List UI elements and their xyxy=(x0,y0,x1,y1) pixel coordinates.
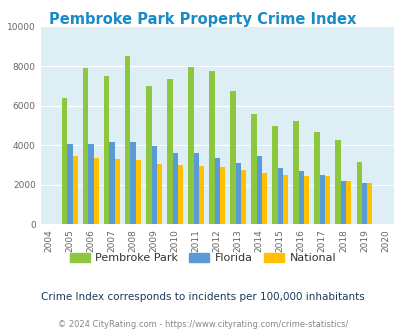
Bar xyxy=(146,86,151,224)
Text: Crime Index corresponds to incidents per 100,000 inhabitants: Crime Index corresponds to incidents per… xyxy=(41,292,364,302)
Bar xyxy=(335,140,340,224)
Bar xyxy=(272,126,277,224)
Bar xyxy=(188,67,193,224)
Bar xyxy=(151,146,156,224)
Bar xyxy=(361,183,366,224)
Legend: Pembroke Park, Florida, National: Pembroke Park, Florida, National xyxy=(65,248,340,268)
Bar xyxy=(62,98,67,224)
Bar xyxy=(83,68,88,224)
Bar xyxy=(345,181,350,224)
Bar xyxy=(198,166,204,224)
Bar xyxy=(293,121,298,224)
Bar xyxy=(219,167,224,224)
Bar xyxy=(298,171,303,224)
Bar xyxy=(261,173,266,224)
Bar xyxy=(125,56,130,224)
Text: Pembroke Park Property Crime Index: Pembroke Park Property Crime Index xyxy=(49,12,356,26)
Bar xyxy=(366,183,371,224)
Bar xyxy=(109,142,115,224)
Bar xyxy=(240,170,245,224)
Bar xyxy=(340,181,345,224)
Bar xyxy=(88,144,94,224)
Bar xyxy=(104,76,109,224)
Bar xyxy=(214,158,219,224)
Bar xyxy=(156,164,162,224)
Bar xyxy=(251,114,256,224)
Text: © 2024 CityRating.com - https://www.cityrating.com/crime-statistics/: © 2024 CityRating.com - https://www.city… xyxy=(58,320,347,329)
Bar xyxy=(230,91,235,224)
Bar xyxy=(115,159,119,224)
Bar xyxy=(209,71,214,224)
Bar xyxy=(193,153,198,224)
Bar xyxy=(177,165,183,224)
Bar xyxy=(277,168,282,224)
Bar xyxy=(172,153,177,224)
Bar xyxy=(356,162,361,224)
Bar xyxy=(319,175,324,224)
Bar xyxy=(282,175,288,224)
Bar xyxy=(256,156,261,224)
Bar xyxy=(67,144,72,224)
Bar xyxy=(314,132,319,224)
Bar xyxy=(303,176,309,224)
Bar xyxy=(235,163,240,224)
Bar xyxy=(324,176,329,224)
Bar xyxy=(130,142,135,224)
Bar xyxy=(167,79,172,224)
Bar xyxy=(94,158,99,224)
Bar xyxy=(72,156,78,224)
Bar xyxy=(135,160,141,224)
